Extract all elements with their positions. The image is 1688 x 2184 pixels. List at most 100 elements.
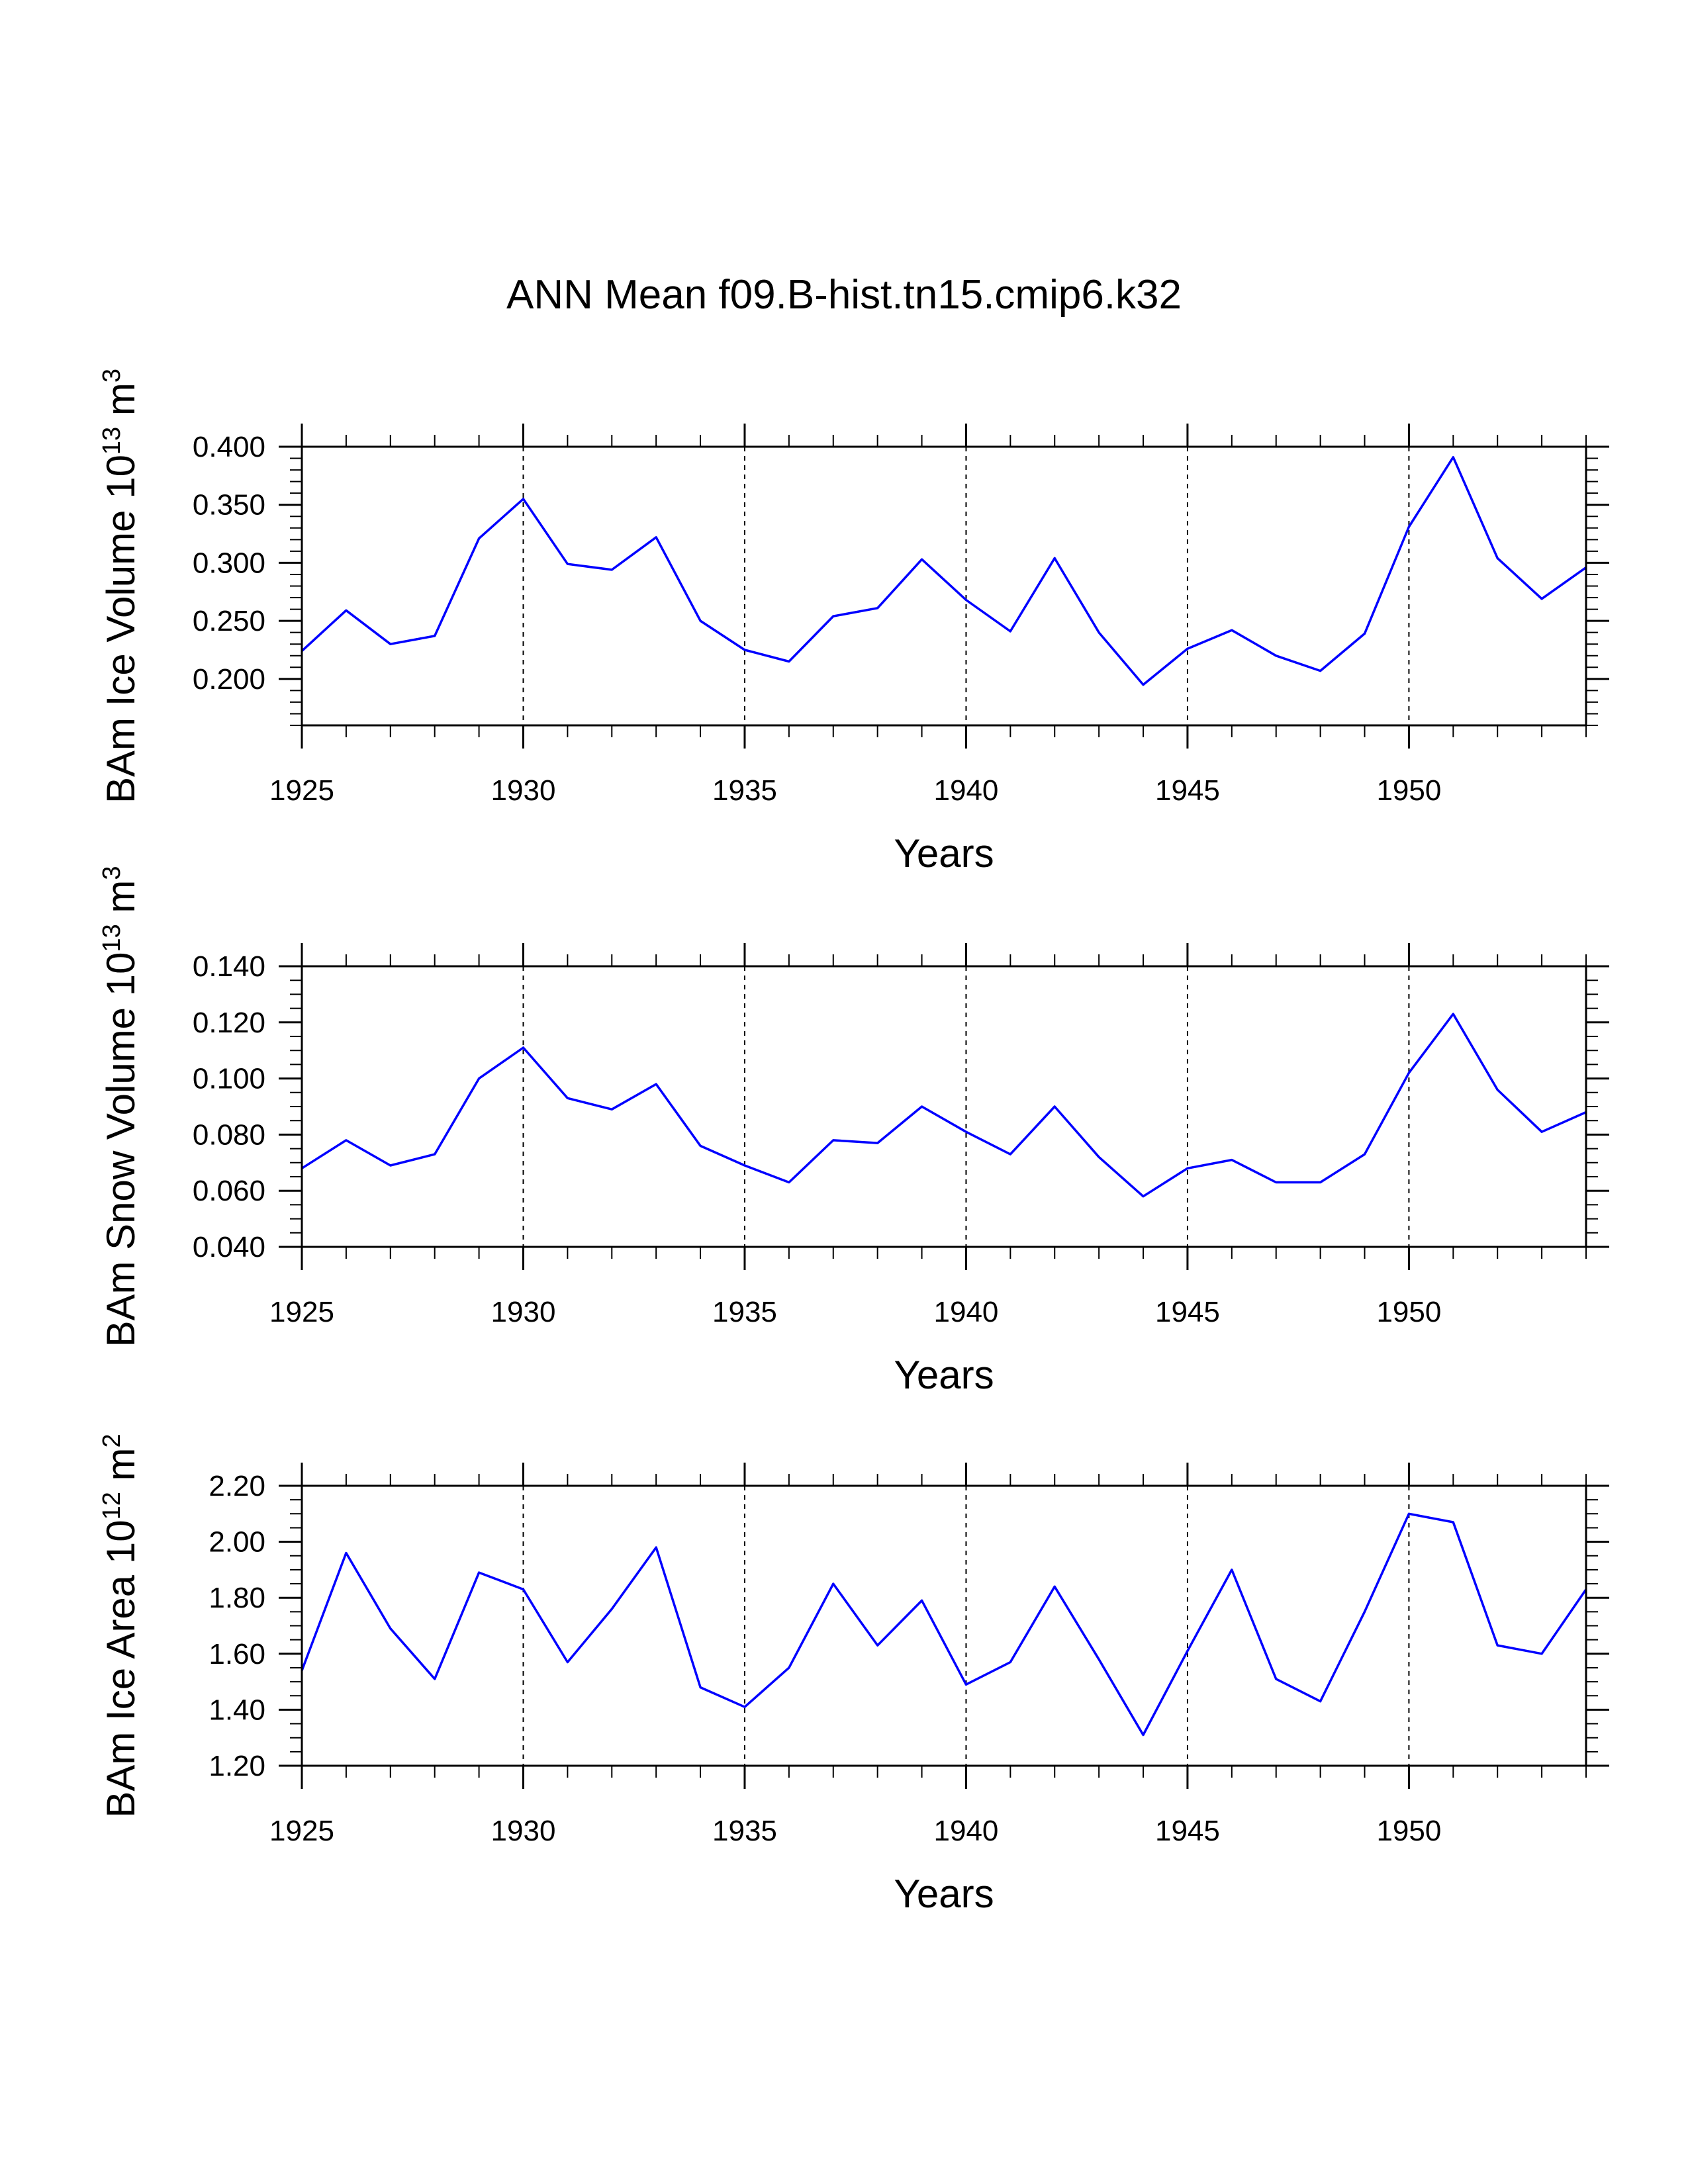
ice-area-data-point (1320, 1701, 1321, 1702)
ice-area-x-tick-label: 1930 (491, 1815, 556, 1847)
snow-volume-x-tick-label: 1925 (269, 1296, 334, 1328)
ice-area-y-axis-exponent: 12 (98, 1492, 126, 1520)
snow-volume-x-tick-label: 1940 (934, 1296, 999, 1328)
snow-volume-data-point (1009, 1154, 1011, 1155)
ice-area-y-axis-label: BAm Ice Area 10 (99, 1520, 143, 1817)
snow-volume-data-point (434, 1154, 436, 1155)
ice-volume-data-point (1364, 633, 1366, 634)
ice-area-y-axis-unit-exponent: 2 (98, 1433, 126, 1447)
ice-area-x-tick-label: 1935 (712, 1815, 777, 1847)
snow-volume-x-tick-labels: 1925 1930 1935 1940 1945 1950 (269, 1296, 1441, 1328)
ice-area-y-tick-label: 1.60 (209, 1638, 265, 1670)
snow-volume-data-point (1143, 1196, 1144, 1197)
ice-volume-x-tick-labels: 1925 1930 1935 1940 1945 1950 (269, 774, 1441, 807)
ice-volume-data-point (567, 563, 568, 565)
snow-volume-x-tick-label: 1930 (491, 1296, 556, 1328)
ice-volume-x-tick-label: 1950 (1376, 774, 1441, 807)
ice-area-y-tick-label: 2.00 (209, 1526, 265, 1559)
ice-area-data-point (921, 1600, 923, 1601)
ice-volume-y-axis-unit-exponent: 3 (98, 369, 126, 383)
ice-volume-data-point (434, 635, 436, 637)
ice-volume-data-point (1497, 557, 1498, 559)
ice-area-y-axis-unit: m (99, 1447, 143, 1492)
ice-volume-data-point (744, 649, 745, 651)
snow-volume-series-line (301, 1013, 1587, 1198)
snow-volume-reference-lines (522, 966, 1410, 1247)
snow-volume-series (301, 1013, 1587, 1198)
snow-volume-y-axis-exponent: 13 (98, 924, 126, 952)
ice-area-x-tick-label: 1940 (934, 1815, 999, 1847)
ice-volume-series (301, 456, 1587, 686)
ice-volume-ticks (279, 424, 1609, 749)
ice-area-data-point (700, 1687, 701, 1688)
snow-volume-y-axis-title: BAm Snow Volume 1013 m3 (98, 866, 143, 1347)
snow-volume-data-point (655, 1083, 657, 1085)
snow-volume-y-tick-label: 0.120 (193, 1007, 265, 1039)
ice-volume-y-tick-label: 0.350 (193, 489, 265, 522)
snow-volume-data-point (1320, 1181, 1321, 1183)
ice-area-x-tick-label: 1945 (1155, 1815, 1220, 1847)
snow-volume-data-point (567, 1097, 568, 1099)
ice-volume-y-tick-labels: 0.200 0.250 0.300 0.350 0.400 (193, 431, 265, 696)
ice-volume-y-axis-unit: m (99, 383, 143, 427)
ice-volume-series-line (301, 456, 1587, 686)
snow-volume-y-tick-label: 0.080 (193, 1118, 265, 1151)
ice-volume-data-point (390, 643, 391, 645)
ice-volume-y-tick-label: 0.200 (193, 663, 265, 696)
snow-volume-y-tick-label: 0.060 (193, 1175, 265, 1207)
snow-volume-data-point (877, 1142, 878, 1144)
snow-volume-data-point (1187, 1167, 1188, 1169)
snow-volume-data-point (1364, 1154, 1366, 1155)
snow-volume-x-axis-title: Years (894, 1353, 994, 1397)
snow-volume-data-point (1452, 1013, 1454, 1015)
ice-volume-reference-lines (522, 447, 1410, 725)
ice-volume-data-point (1143, 684, 1144, 686)
snow-volume-y-tick-label: 0.140 (193, 950, 265, 983)
snow-volume-data-point (390, 1165, 391, 1166)
snow-volume-y-axis-unit: m (99, 880, 143, 925)
ice-volume-data-point (788, 661, 790, 662)
snow-volume-data-point (788, 1181, 790, 1183)
ice-area-data-point (1497, 1645, 1498, 1646)
ice-volume-data-point (522, 498, 524, 500)
ice-volume-data-point (921, 559, 923, 560)
snow-volume-x-tick-label: 1945 (1155, 1296, 1220, 1328)
ice-volume-y-tick-label: 0.300 (193, 547, 265, 579)
ice-volume-data-point (1320, 670, 1321, 672)
ice-volume-y-tick-label: 0.400 (193, 431, 265, 463)
ice-volume-x-tick-label: 1930 (491, 774, 556, 807)
snow-volume-ticks (279, 943, 1609, 1270)
snow-volume-y-axis-unit-exponent: 3 (98, 866, 126, 880)
snow-volume-y-tick-label: 0.100 (193, 1063, 265, 1095)
ice-volume-plot-frame (301, 445, 1587, 727)
snow-volume-plot-frame (301, 965, 1587, 1248)
ice-area-series-line (301, 1512, 1587, 1737)
ice-area-data-point (877, 1645, 878, 1646)
ice-volume-data-point (1098, 632, 1100, 633)
ice-volume-data-point (1231, 629, 1233, 631)
ice-volume-x-axis-title: Years (894, 831, 994, 876)
figure-title: ANN Mean f09.B-hist.tn15.cmip6.k32 (506, 272, 1182, 318)
snow-volume-y-tick-labels: 0.040 0.060 0.080 0.100 0.120 0.140 (193, 950, 265, 1263)
ice-area-ticks (279, 1463, 1609, 1789)
snow-volume-x-tick-label: 1950 (1376, 1296, 1441, 1328)
ice-volume-x-tick-label: 1945 (1155, 774, 1220, 807)
ice-volume-y-axis-label: BAm Ice Volume 10 (99, 455, 143, 803)
ice-area-data-point (1231, 1569, 1233, 1570)
snow-volume-data-point (1098, 1156, 1100, 1158)
ice-area-y-tick-label: 1.80 (209, 1582, 265, 1614)
ice-volume-x-tick-label: 1935 (712, 774, 777, 807)
ice-volume-x-tick-label: 1940 (934, 774, 999, 807)
ice-area-y-tick-label: 1.40 (209, 1694, 265, 1726)
ice-area-x-tick-label: 1950 (1376, 1815, 1441, 1847)
ice-volume-y-tick-label: 0.250 (193, 605, 265, 637)
ice-area-x-tick-label: 1925 (269, 1815, 334, 1847)
ice-volume-x-tick-label: 1925 (269, 774, 334, 807)
ice-area-series (301, 1512, 1587, 1737)
ice-area-panel: 1.20 1.40 1.60 1.80 2.00 2.20 1925 1930 1935 194… (98, 1433, 1609, 1916)
ice-area-x-axis-title: Years (894, 1872, 994, 1916)
